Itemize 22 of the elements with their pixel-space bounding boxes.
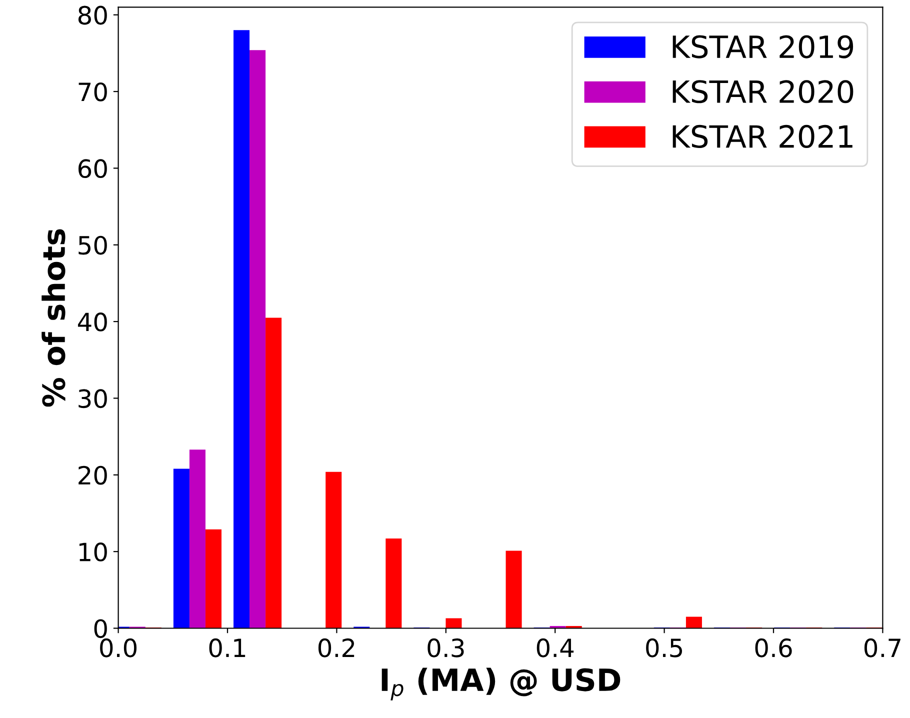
x-tick-label: 0.2 bbox=[318, 638, 354, 658]
y-tick-label: 60 bbox=[78, 159, 107, 178]
legend-label: KSTAR 2019 bbox=[672, 35, 854, 58]
y-tick-label: 80 bbox=[78, 6, 107, 25]
x-tick-label: 0.5 bbox=[646, 638, 682, 658]
x-tick-label: 0.4 bbox=[536, 638, 574, 658]
x-tick-label: 0.7 bbox=[864, 638, 900, 658]
y-tick-label: 40 bbox=[78, 312, 107, 332]
y-tick-label: 70 bbox=[78, 82, 107, 102]
x-tick-label: 0.6 bbox=[755, 638, 792, 658]
x-tick-label: 0.3 bbox=[428, 638, 464, 658]
x-tick-label: 0.0 bbox=[100, 638, 137, 658]
x-axis-title: I$_{p}$ (MA) @ USD bbox=[382, 668, 620, 700]
legend-label: KSTAR 2021 bbox=[672, 124, 852, 148]
y-tick-label: 30 bbox=[78, 389, 107, 408]
y-tick-label: 0 bbox=[94, 619, 107, 638]
y-axis-title: % of shots bbox=[42, 229, 66, 407]
y-tick-label: 50 bbox=[78, 236, 107, 255]
y-tick-label: 20 bbox=[78, 466, 107, 485]
legend-label: KSTAR 2020 bbox=[672, 80, 854, 104]
x-tick-label: 0.1 bbox=[209, 638, 246, 658]
y-tick-label: 10 bbox=[80, 542, 107, 562]
